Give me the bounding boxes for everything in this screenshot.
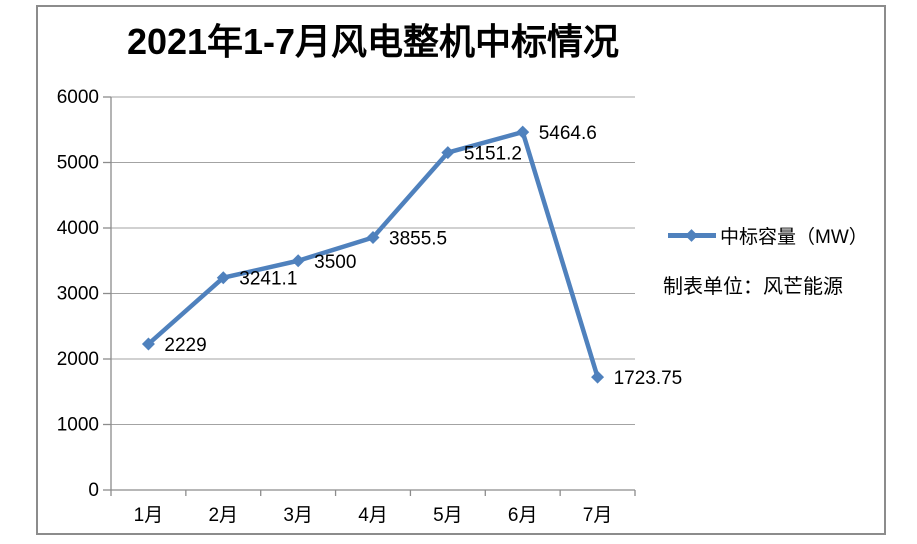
data-point-marker <box>441 146 455 160</box>
y-tick-label: 2000 <box>57 349 99 370</box>
data-point-marker <box>291 254 305 268</box>
x-category-label: 1月 <box>134 505 164 526</box>
legend-line-diamond-icon <box>668 228 716 242</box>
y-tick-label: 5000 <box>57 153 99 174</box>
chart-frame <box>36 5 886 535</box>
data-label: 5464.6 <box>539 123 597 144</box>
x-category-label: 6月 <box>508 505 538 526</box>
series-line <box>146 129 600 380</box>
legend-series-label: 中标容量（MW） <box>720 227 868 248</box>
legend: 中标容量（MW） <box>668 222 868 249</box>
y-tick-label: 6000 <box>57 87 99 108</box>
x-category-label: 2月 <box>208 505 238 526</box>
chart-title: 2021年1-7月风电整机中标情况 <box>126 21 620 62</box>
legend-diamond-swatch <box>685 228 698 242</box>
data-label: 1723.75 <box>614 368 683 389</box>
y-tick-label: 1000 <box>57 415 99 436</box>
data-label: 3241.1 <box>239 269 297 290</box>
y-tick-label: 0 <box>88 480 99 501</box>
y-tick-label: 3000 <box>57 284 99 305</box>
x-category-label: 5月 <box>433 505 463 526</box>
x-category-label: 3月 <box>283 505 313 526</box>
data-label: 3500 <box>314 252 356 273</box>
x-category-label: 7月 <box>583 505 613 526</box>
data-label: 2229 <box>164 335 206 356</box>
data-label: 3855.5 <box>389 228 447 249</box>
data-point-marker <box>366 230 380 244</box>
data-point-marker <box>141 337 155 351</box>
y-tick-label: 4000 <box>57 218 99 239</box>
data-point-marker <box>591 370 605 384</box>
data-label: 5151.2 <box>464 144 522 165</box>
x-category-label: 4月 <box>358 505 388 526</box>
data-point-marker <box>516 125 530 139</box>
data-point-marker <box>216 271 230 285</box>
note-text: 制表单位：风芒能源 <box>663 276 843 298</box>
